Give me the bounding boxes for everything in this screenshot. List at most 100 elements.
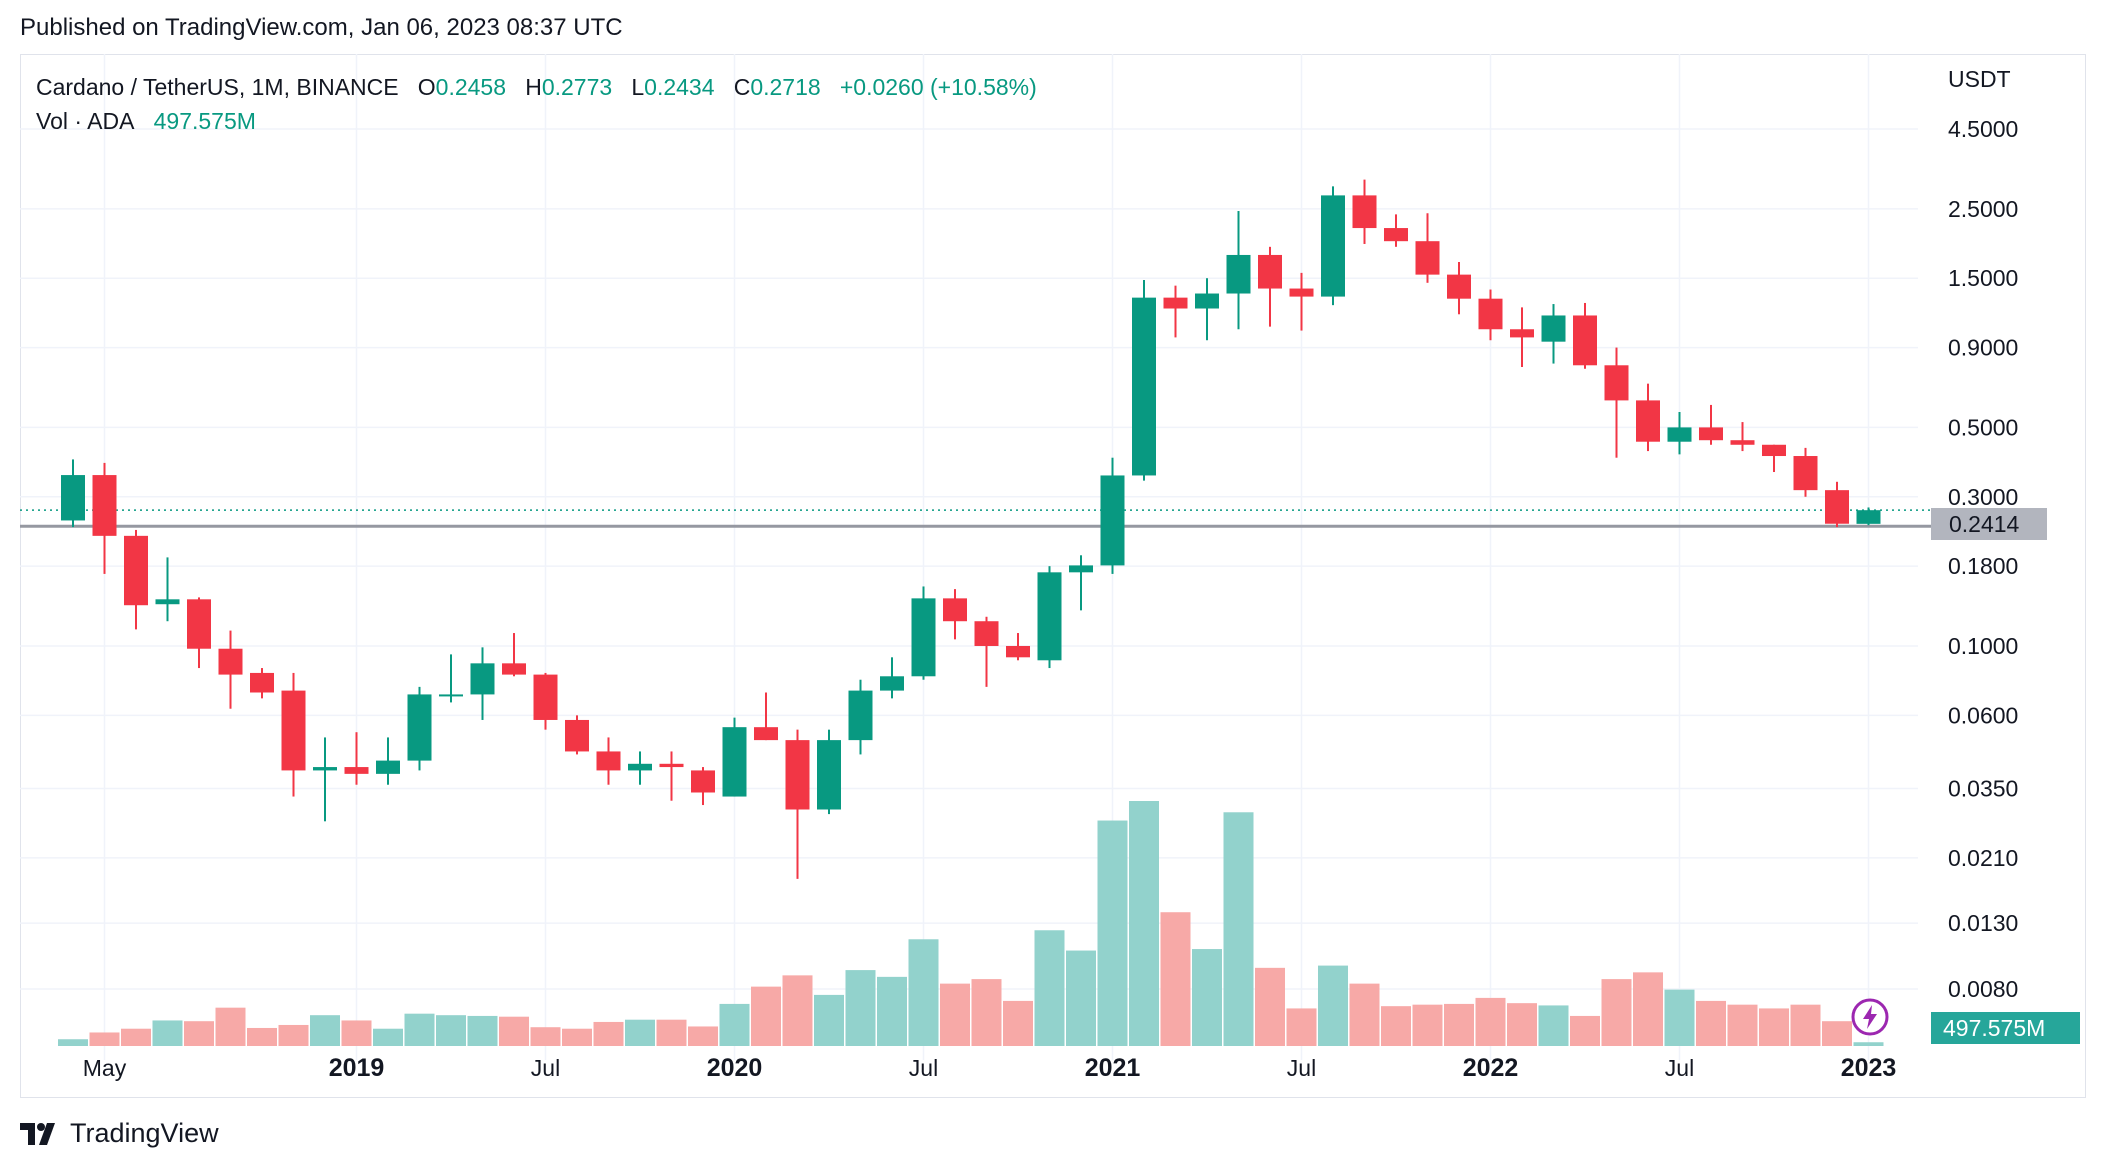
volume-bar [89,1032,120,1046]
price-tick-label: 0.0600 [1948,702,2018,728]
candle-body[interactable] [1289,288,1314,297]
volume-bar [1538,1005,1569,1046]
volume-bar [1286,1008,1317,1046]
candle-body[interactable] [1006,645,1030,658]
published-label: Published on TradingView.com, Jan 06, 20… [20,14,623,41]
candle-body[interactable] [1163,297,1188,309]
lightning-icon[interactable] [1850,997,1890,1037]
volume-bar [184,1021,214,1046]
candle-body[interactable] [754,727,778,741]
candle-body[interactable] [1352,195,1377,229]
candle-body[interactable] [439,694,463,697]
candle-body[interactable] [596,751,621,771]
candle-body[interactable] [313,767,337,771]
volume-bar [593,1021,624,1046]
candle-body[interactable] [1069,565,1093,573]
candle-body[interactable] [848,690,873,741]
candle-body[interactable] [1132,297,1156,476]
volume-bar [1444,1003,1474,1046]
candle-body[interactable] [61,475,85,521]
candle-body[interactable] [1321,195,1345,297]
time-tick-label: 2021 [1085,1054,1141,1082]
volume-bar [814,994,844,1046]
candle-body[interactable] [218,648,243,675]
candle-body[interactable] [785,740,810,810]
candle-body[interactable] [1793,456,1818,491]
candle-body[interactable] [628,763,652,771]
time-tick-label: Jul [1665,1055,1694,1081]
footer-brand[interactable]: TradingView [20,1118,219,1149]
legend-ohlc-row: Cardano / TetherUS, 1M, BINANCE O0.2458 … [36,70,1037,104]
candles [61,179,1881,879]
volume-bar [688,1026,718,1046]
high-value: 0.2773 [541,74,613,100]
volume-bar [719,1003,750,1046]
candle-body[interactable] [502,663,526,675]
candle-body[interactable] [1730,440,1755,445]
high-label: H [525,74,542,100]
volume-bar [1570,1015,1600,1046]
candle-body[interactable] [1825,490,1849,524]
currency-unit[interactable]: USDT [1948,66,2011,92]
volume-label[interactable]: Vol · ADA [36,108,135,134]
volume-bar [877,976,907,1046]
candle-body[interactable] [817,740,841,810]
candle-body[interactable] [1510,329,1534,338]
candle-body[interactable] [533,674,558,720]
candle-body[interactable] [943,598,967,622]
candle-body[interactable] [1699,427,1723,441]
grid-lines [20,54,1918,1060]
candle-body[interactable] [1447,274,1471,299]
candle-body[interactable] [1478,298,1503,330]
candle-body[interactable] [1384,228,1408,242]
candle-body[interactable] [92,475,117,536]
volume-bar [1759,1008,1789,1046]
symbol-title[interactable]: Cardano / TetherUS, 1M, BINANCE [36,74,399,100]
candle-body[interactable] [1667,427,1692,442]
candle-body[interactable] [1226,254,1251,294]
candle-body[interactable] [281,690,306,771]
candle-body[interactable] [565,719,589,752]
candle-body[interactable] [880,676,904,691]
volume-bar [1790,1004,1821,1046]
price-tick-label: 1.5000 [1948,265,2018,291]
candle-body[interactable] [691,770,715,793]
low-value: 0.2434 [644,74,715,100]
tradingview-logo-icon [20,1122,55,1145]
candle-body[interactable] [1856,510,1881,524]
candle-body[interactable] [1415,241,1440,275]
candle-body[interactable] [1195,293,1219,309]
candle-body[interactable] [187,599,211,649]
candle-body[interactable] [1100,475,1125,566]
candle-body[interactable] [911,598,936,677]
candle-body[interactable] [722,727,747,797]
candle-body[interactable] [376,760,400,774]
candle-body[interactable] [250,672,274,693]
volume-bar [278,1024,309,1046]
candle-body[interactable] [1037,572,1062,661]
candle-body[interactable] [659,763,684,768]
candle-body[interactable] [1258,254,1282,289]
volume-bar [1853,1042,1884,1046]
candle-body[interactable] [1541,315,1566,342]
price-axis: 4.5000 2.5000 1.5000 0.9000 0.5000 0.3000 0.18… [1948,116,2018,1002]
candle-body[interactable] [155,599,180,605]
volume-bar [751,986,781,1046]
close-label: C [733,74,751,100]
candle-body[interactable] [1636,400,1660,442]
time-tick-label: 2020 [707,1054,763,1082]
candle-body[interactable] [407,694,432,761]
candle-body[interactable] [344,767,369,774]
candle-body[interactable] [124,535,148,606]
chart-legend: Cardano / TetherUS, 1M, BINANCE O0.2458 … [36,70,1037,138]
volume-bar [1381,1006,1411,1046]
volume-bar [1003,1000,1033,1046]
candle-body[interactable] [470,663,495,695]
price-tick-label: 0.3000 [1948,484,2018,510]
candle-body[interactable] [974,621,999,646]
candle-body[interactable] [1573,315,1597,366]
candle-body[interactable] [1762,444,1786,457]
volume-bar [404,1013,435,1046]
candle-body[interactable] [1604,365,1629,401]
